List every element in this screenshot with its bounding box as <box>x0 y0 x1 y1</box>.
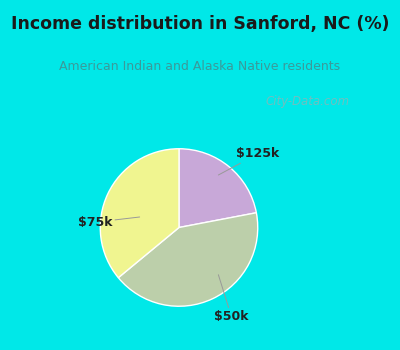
Wedge shape <box>118 213 258 306</box>
Wedge shape <box>100 149 179 278</box>
Text: $75k: $75k <box>78 216 140 229</box>
Text: Income distribution in Sanford, NC (%): Income distribution in Sanford, NC (%) <box>11 15 389 33</box>
Text: American Indian and Alaska Native residents: American Indian and Alaska Native reside… <box>60 60 340 72</box>
Text: City-Data.com: City-Data.com <box>266 95 350 108</box>
Wedge shape <box>179 149 256 228</box>
Text: $125k: $125k <box>218 147 279 175</box>
Text: $50k: $50k <box>214 275 249 323</box>
